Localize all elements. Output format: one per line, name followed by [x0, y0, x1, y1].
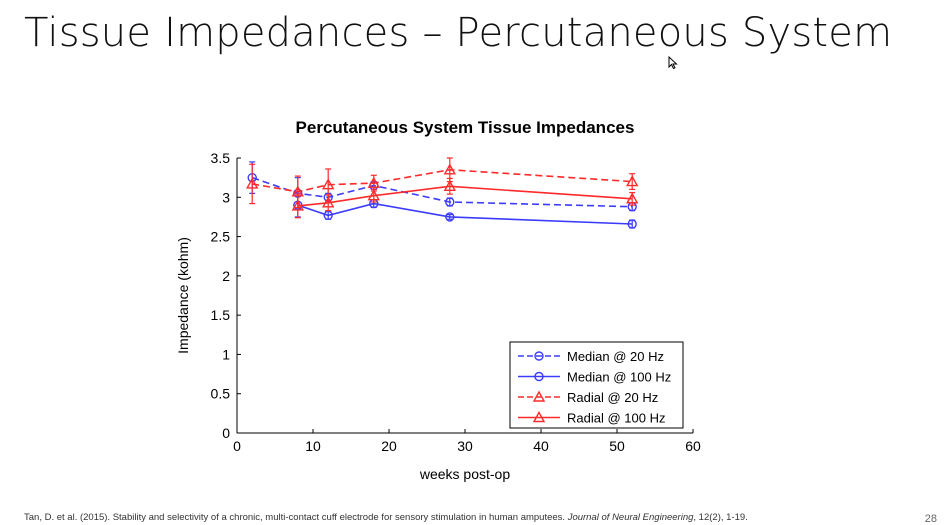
data-point: [291, 199, 304, 211]
page-number: 28: [924, 513, 937, 525]
data-point: [367, 189, 380, 201]
legend-label: Radial @ 100 Hz: [567, 411, 665, 426]
y-tick-label: 3: [222, 189, 230, 205]
x-tick-label: 50: [609, 438, 625, 454]
data-point: [367, 176, 380, 188]
data-point: [445, 197, 455, 207]
legend-marker: [534, 371, 544, 382]
x-tick-label: 60: [685, 438, 701, 454]
slide-title: Tissue Impedances – Percutaneous System: [24, 10, 893, 56]
data-point: [322, 178, 335, 190]
data-point: [246, 177, 259, 189]
legend-label: Median @ 100 Hz: [567, 370, 671, 385]
y-tick-label: 1: [222, 346, 230, 362]
x-tick-label: 40: [533, 438, 549, 454]
y-tick-label: 0: [222, 425, 230, 441]
x-tick-label: 30: [457, 438, 473, 454]
citation-text: Tan, D. et al. (2015). Stability and sel…: [24, 512, 568, 523]
legend-marker: [532, 390, 546, 402]
x-tick-label: 20: [381, 438, 397, 454]
data-point: [627, 219, 637, 229]
x-tick-label: 0: [233, 438, 241, 454]
y-tick-label: 0.5: [211, 386, 231, 402]
data-point: [445, 212, 455, 222]
data-point: [626, 192, 639, 204]
y-tick-label: 3.5: [211, 150, 231, 166]
citation-volume: , 12(2), 1-19.: [693, 512, 748, 523]
data-point: [323, 210, 333, 221]
mouse-cursor-icon: [668, 56, 678, 70]
y-tick-label: 2: [222, 268, 230, 284]
citation: Tan, D. et al. (2015). Stability and sel…: [24, 512, 748, 523]
data-point: [443, 179, 456, 191]
chart-title: Percutaneous System Tissue Impedances: [295, 118, 635, 137]
data-point: [626, 175, 639, 187]
y-tick-label: 1.5: [211, 307, 231, 323]
series-line-1: [297, 202, 633, 225]
y-axis-label: Impedance (kohm): [175, 237, 191, 354]
legend-label: Radial @ 20 Hz: [567, 390, 658, 405]
series-line-3: [297, 185, 633, 207]
data-point: [443, 163, 456, 175]
series-line-0: [251, 176, 633, 208]
legend-marker: [534, 351, 544, 361]
y-tick-label: 2.5: [211, 229, 231, 245]
x-axis-label: weeks post-op: [419, 466, 510, 482]
legend-label: Median @ 20 Hz: [567, 349, 664, 364]
series-line-2: [252, 168, 633, 193]
x-tick-label: 10: [305, 438, 321, 454]
data-point: [322, 196, 335, 208]
legend-marker: [532, 411, 546, 423]
citation-journal: Journal of Neural Engineering: [567, 512, 694, 523]
